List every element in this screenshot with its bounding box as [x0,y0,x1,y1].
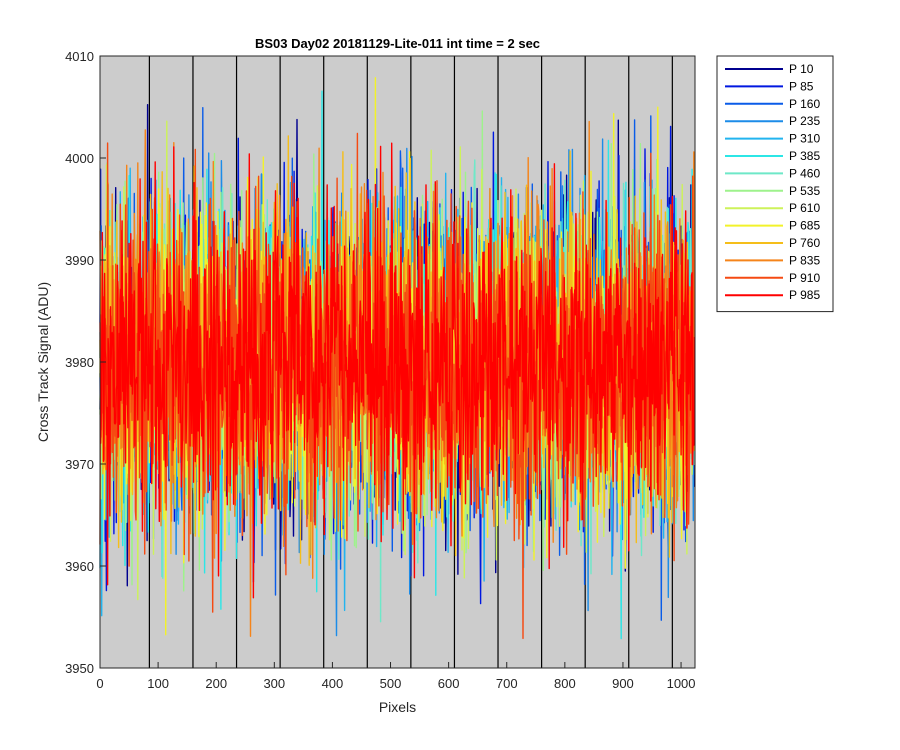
x-tick-label: 300 [263,676,285,691]
legend-entry: P 610 [789,201,820,215]
x-tick-label: 0 [96,676,103,691]
legend-entry: P 235 [789,114,820,128]
y-tick-label: 3980 [65,355,94,370]
legend-entry: P 835 [789,253,820,267]
x-axis-ticks: 0 100 200 300 400 500 600 700 800 900 1000 [96,662,696,691]
legend-entry: P 910 [789,271,820,285]
y-axis-ticks: 3950 3960 3970 3980 3990 4000 4010 [65,49,106,676]
legend-box [716,55,834,313]
legend-entry: P 535 [789,184,820,198]
x-tick-label: 1000 [667,676,696,691]
legend-entry: P 385 [789,149,820,163]
legend-entry: P 85 [789,79,814,93]
legend-entry: P 310 [789,132,820,146]
chart-title: BS03 Day02 20181129-Lite-011 int time = … [255,36,540,51]
x-axis-label: Pixels [379,699,416,715]
series-lines [99,77,696,640]
x-tick-label: 900 [612,676,634,691]
y-tick-label: 3990 [65,253,94,268]
y-tick-label: 4010 [65,49,94,64]
x-tick-label: 800 [554,676,576,691]
legend-entry: P 760 [789,236,820,250]
y-tick-label: 3970 [65,457,94,472]
legend-entry: P 985 [789,288,820,302]
y-tick-label: 4000 [65,151,94,166]
x-tick-label: 100 [147,676,169,691]
x-tick-label: 700 [496,676,518,691]
x-tick-label: 600 [438,676,460,691]
legend-entry: P 460 [789,166,820,180]
y-axis-label: Cross Track Signal (ADU) [35,282,51,442]
x-tick-label: 400 [322,676,344,691]
x-tick-label: 500 [380,676,402,691]
x-tick-label: 200 [205,676,227,691]
y-tick-label: 3960 [65,559,94,574]
y-tick-label: 3950 [65,661,94,676]
series-line-p-985 [99,142,696,599]
legend: P 10 P 85 P 160 P 235 P 310 P 385 P 460 P 535 P … [716,55,834,313]
legend-entry: P 685 [789,219,820,233]
legend-entry: P 160 [789,97,820,111]
legend-entry: P 10 [789,62,814,76]
